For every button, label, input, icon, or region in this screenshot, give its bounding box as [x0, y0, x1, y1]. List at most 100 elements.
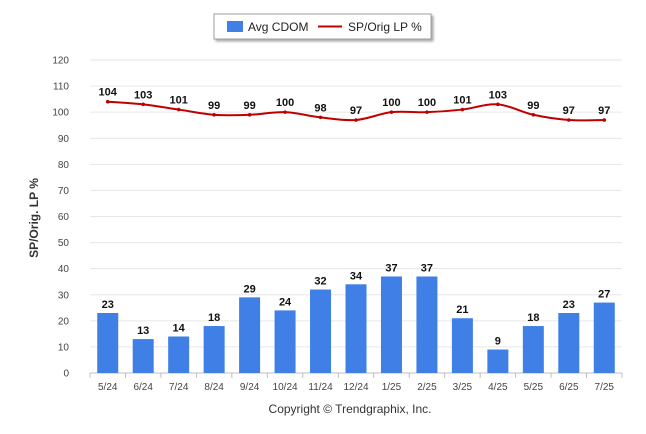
bar-value-label: 18: [527, 312, 539, 324]
bar-5/24: [97, 313, 119, 373]
x-tick-label: 2/25: [417, 382, 437, 393]
bar-value-label: 27: [598, 289, 610, 301]
line-point-12/24: [354, 118, 358, 122]
bar-value-label: 37: [385, 262, 397, 274]
line-value-label: 104: [99, 87, 118, 99]
bar-value-label: 21: [456, 304, 468, 316]
line-value-label: 99: [527, 100, 539, 112]
line-point-9/24: [247, 112, 252, 117]
line-value-label: 101: [169, 95, 187, 107]
line-point-1/25: [389, 110, 394, 114]
x-tick-label: 7/24: [169, 382, 189, 393]
line-value-label: 103: [134, 89, 152, 101]
line-point-10/24: [283, 110, 287, 114]
x-tick-label: 12/24: [343, 382, 368, 393]
y-tick-label: 20: [58, 316, 70, 327]
y-tick-label: 80: [58, 160, 70, 171]
y-tick-label: 100: [52, 108, 69, 119]
bar-value-label: 32: [314, 276, 326, 288]
bar-value-label: 23: [563, 299, 575, 311]
line-point-7/24: [176, 107, 181, 112]
y-tick-label: 120: [52, 56, 69, 67]
bar-value-label: 23: [102, 299, 114, 311]
line-point-6/25: [567, 118, 571, 122]
x-tick-label: 11/24: [308, 382, 333, 393]
x-tick-label: 7/25: [595, 382, 615, 393]
line-value-label: 100: [276, 97, 294, 109]
y-tick-label: 70: [58, 186, 70, 197]
x-tick-label: 6/25: [559, 382, 579, 393]
line-value-label: 100: [382, 97, 400, 109]
bar-6/25: [558, 313, 580, 373]
line-point-11/24: [318, 115, 323, 120]
x-tick-label: 4/25: [488, 382, 508, 393]
line-value-label: 97: [563, 105, 575, 117]
y-tick-label: 90: [58, 134, 70, 145]
y-tick-label: 10: [58, 342, 70, 353]
x-tick-label: 9/24: [240, 382, 260, 393]
bar-4/25: [487, 349, 509, 373]
bar-2/25: [416, 276, 438, 373]
y-tick-label: 30: [58, 290, 70, 301]
legend: Avg CDOM SP/Orig LP %: [213, 13, 432, 40]
y-axis-ticks: 0 10 20 30 40 50 60 70 80 90 100 110 120: [52, 56, 69, 380]
y-tick-label: 110: [53, 82, 69, 93]
line-point-5/24: [105, 99, 110, 104]
line-value-label: 99: [208, 100, 220, 112]
bar-value-label: 29: [243, 283, 255, 295]
bar-7/25: [593, 302, 615, 373]
x-tick-label: 5/25: [524, 382, 544, 393]
line-data-labels: 104 103 101 99 99 100 98 97 100 100 101 103 99 97 97: [99, 87, 611, 117]
line-point-8/24: [212, 112, 216, 117]
bar-5/25: [522, 326, 544, 373]
bar-10/24: [274, 310, 296, 373]
x-tick-label: 5/24: [98, 382, 118, 393]
bar-value-label: 14: [173, 322, 186, 334]
copyright-credit: Copyright © Trendgraphix, Inc.: [269, 402, 432, 416]
legend-swatch-avg-cdom: [227, 21, 243, 32]
y-tick-label: 50: [58, 238, 70, 249]
line-value-label: 99: [243, 100, 255, 112]
bar-value-label: 18: [208, 312, 220, 324]
x-tick-label: 1/25: [382, 382, 402, 393]
bar-data-labels: 23 13 14 18 29 24 32 34 37 37 21 9 18 23 27: [102, 262, 611, 347]
x-tick-label: 10/24: [273, 382, 298, 393]
x-tick-label: 8/24: [204, 382, 224, 393]
line-point-4/25: [496, 102, 500, 107]
bar-value-label: 9: [495, 336, 501, 348]
bar-value-label: 13: [137, 325, 149, 337]
bar-6/24: [132, 339, 154, 373]
bar-11/24: [310, 289, 332, 373]
bar-7/24: [168, 336, 190, 373]
legend-label-avg-cdom: Avg CDOM: [248, 20, 308, 34]
y-tick-label: 40: [58, 264, 70, 275]
y-tick-label: 0: [63, 369, 69, 380]
bar-series-avg-cdom: [97, 276, 615, 373]
x-tick-label: 6/24: [133, 382, 153, 393]
x-tick-label: 3/25: [453, 382, 473, 393]
line-point-7/25: [602, 118, 607, 122]
line-value-label: 98: [314, 102, 326, 114]
line-point-5/25: [531, 112, 536, 117]
line-value-label: 97: [598, 105, 610, 117]
line-value-label: 103: [489, 89, 507, 101]
bar-value-label: 24: [279, 296, 292, 308]
y-axis-title: SP/Orig. LP %: [27, 178, 41, 258]
line-point-6/24: [141, 102, 145, 107]
bar-12/24: [345, 284, 367, 373]
bar-value-label: 34: [350, 270, 363, 282]
line-point-3/25: [460, 107, 465, 112]
bar-3/25: [451, 318, 473, 373]
line-value-label: 100: [418, 97, 436, 109]
line-series-sp-orig-lp: [105, 99, 607, 122]
bar-1/25: [380, 276, 402, 373]
line-point-2/25: [425, 110, 429, 114]
legend-label-sp-orig-lp: SP/Orig LP %: [348, 20, 422, 34]
y-tick-label: 60: [58, 212, 70, 223]
line-value-label: 101: [453, 95, 471, 107]
line-value-label: 97: [350, 105, 362, 117]
bar-8/24: [203, 326, 225, 373]
bar-9/24: [239, 297, 261, 373]
x-axis-ticks: 5/24 6/24 7/24 8/24 9/24 10/24 11/24 12/24 1/25 2…: [89, 373, 623, 393]
